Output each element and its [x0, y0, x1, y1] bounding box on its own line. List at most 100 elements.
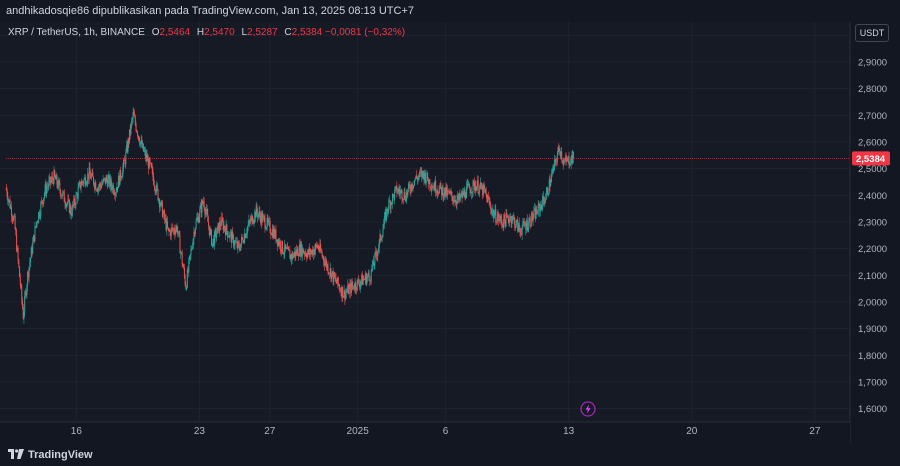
candle-body [43, 193, 45, 198]
candle-body [241, 237, 243, 244]
candle-body [231, 232, 233, 243]
candle-body [545, 192, 547, 199]
candle-body [425, 180, 427, 184]
candle-body [149, 158, 151, 164]
candle-body [194, 228, 196, 234]
candle-body [507, 215, 509, 220]
candle-body [521, 227, 523, 235]
candle-body [25, 292, 27, 296]
candle-body [497, 214, 499, 218]
candle-body [82, 181, 84, 183]
lightning-icon[interactable] [580, 401, 596, 417]
candle-body [457, 195, 459, 200]
candle-body [59, 183, 61, 191]
candle-body [510, 216, 512, 223]
price-chart[interactable]: 1,6000 1,7000 1,8000 1,9000 2,0000 2,1000 2,20… [0, 22, 900, 444]
candle-body [238, 245, 240, 249]
footer-bar: TradingView [0, 444, 900, 466]
brand-name[interactable]: TradingView [28, 449, 93, 461]
candle-body [54, 175, 56, 180]
candle-body [166, 221, 168, 231]
candle-body [65, 204, 67, 207]
candle-body [223, 225, 225, 231]
candle-body [261, 213, 263, 222]
candle-body [351, 282, 353, 287]
candle-body [60, 190, 62, 197]
candle-body [109, 175, 111, 187]
candle-body [348, 286, 350, 295]
candle-body [430, 186, 432, 188]
candle-body [529, 217, 531, 226]
candle-body [478, 192, 480, 194]
tradingview-logo-icon[interactable] [8, 446, 24, 464]
candle-body [36, 222, 38, 223]
candle-body [271, 234, 273, 236]
candle-body [539, 204, 541, 212]
candle-body [561, 151, 563, 161]
current-price-tag-bg [852, 151, 890, 166]
candle-body [383, 215, 385, 225]
currency-button[interactable]: USDT [855, 24, 889, 42]
candle-body [329, 268, 331, 274]
candle-body [468, 183, 470, 186]
candle-body [499, 215, 501, 219]
candle-body [320, 251, 322, 253]
candle-body [16, 247, 18, 251]
candle-body [14, 215, 16, 230]
candle-body [313, 249, 315, 255]
candle-body [114, 193, 116, 196]
time-axis[interactable]: 16 23 27 2025 6 13 20 27 [0, 421, 850, 444]
candle-body [481, 185, 483, 189]
candle-body [489, 202, 491, 204]
candle-body [405, 192, 407, 202]
candle-body [569, 165, 571, 166]
candle-body [72, 205, 74, 206]
chart-area[interactable] [0, 22, 900, 444]
candle-body [124, 161, 126, 165]
candle-body [397, 188, 399, 192]
candle-body [315, 244, 317, 250]
candle-body [518, 222, 520, 229]
candle-body [372, 260, 374, 266]
candle-body [528, 221, 530, 228]
candle-body [377, 251, 379, 257]
price-axis[interactable]: 1,6000 1,7000 1,8000 1,9000 2,0000 2,1000 2,20… [849, 22, 900, 444]
x-tick-label: 16 [71, 426, 83, 437]
candle-body [210, 229, 212, 231]
candle-body [491, 211, 493, 214]
candle-body [393, 194, 395, 200]
candle-body [159, 205, 161, 208]
candle-body [323, 261, 325, 266]
candle-body [408, 183, 410, 190]
x-tick-label: 2025 [347, 426, 370, 437]
candle-body [516, 219, 518, 221]
candle-body [382, 229, 384, 237]
candle-body [386, 208, 388, 212]
candle-body [298, 244, 300, 257]
candle-body [132, 111, 134, 119]
candle-body [453, 200, 455, 202]
candle-body [337, 277, 339, 285]
candle-body [11, 216, 13, 219]
candle-body [537, 213, 539, 215]
candle-body [475, 185, 477, 191]
candle-body [205, 209, 207, 212]
candle-body [361, 274, 363, 282]
candle-body [432, 186, 434, 189]
candle-body [403, 191, 405, 199]
candle-body [140, 140, 142, 142]
candle-body [44, 184, 46, 194]
candle-body [330, 268, 332, 280]
candle-body [487, 196, 489, 199]
candle-body [208, 221, 210, 227]
candle-body [201, 200, 203, 213]
candle-body [438, 192, 440, 194]
x-tick-label: 27 [264, 426, 276, 437]
candle-body [482, 185, 484, 196]
current-price-tag: 2,5384 [852, 151, 890, 166]
y-tick-label: 2,4000 [858, 191, 887, 202]
candle-body [128, 139, 130, 143]
candle-body [480, 182, 482, 189]
candle-body [548, 193, 550, 195]
candle-body [269, 221, 271, 233]
